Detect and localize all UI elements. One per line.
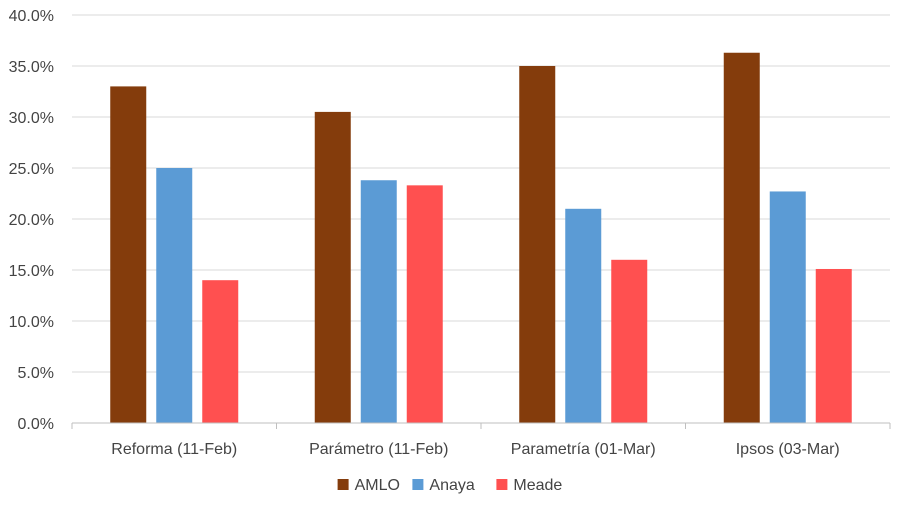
y-tick-label: 20.0% <box>9 212 54 229</box>
legend-item-anaya: Anaya <box>412 477 475 494</box>
y-tick-label: 25.0% <box>9 161 54 178</box>
bar-meade <box>815 268 852 423</box>
bar-anaya <box>565 208 602 423</box>
legend-swatch <box>412 479 424 490</box>
x-tick-label: Parametría (01-Mar) <box>511 441 656 458</box>
bar-anaya <box>156 168 193 423</box>
y-tick-label: 30.0% <box>9 110 54 127</box>
bar-anaya <box>769 191 806 423</box>
y-tick-label: 35.0% <box>9 59 54 76</box>
x-axis-tick-labels: Reforma (11-Feb) Parámetro (11-Feb) Parame… <box>111 441 840 458</box>
legend: AMLO Anaya Meade <box>337 477 562 494</box>
bar-anaya <box>360 180 397 423</box>
legend-label: AMLO <box>355 477 400 494</box>
legend-item-meade: Meade <box>496 477 562 494</box>
x-axis <box>71 422 891 429</box>
y-tick-label: 5.0% <box>18 365 54 382</box>
legend-swatch <box>337 479 349 490</box>
y-tick-label: 40.0% <box>9 8 54 25</box>
bar-amlo <box>110 86 147 424</box>
gridlines <box>72 14 890 373</box>
bars <box>110 52 852 424</box>
bar-amlo <box>723 52 760 424</box>
bar-meade <box>406 185 443 423</box>
bar-amlo <box>314 111 351 424</box>
y-tick-label: 10.0% <box>9 314 54 331</box>
y-tick-label: 15.0% <box>9 263 54 280</box>
x-tick-label: Reforma (11-Feb) <box>111 441 237 458</box>
legend-label: Anaya <box>429 477 474 494</box>
y-axis-tick-labels: 0.0% 5.0% 10.0% 15.0% 20.0% 25.0% 30.0% 35.0% 40… <box>9 8 54 433</box>
legend-item-amlo: AMLO <box>337 477 400 494</box>
bar-meade <box>611 259 648 423</box>
bar-amlo <box>519 66 556 423</box>
x-tick-label: Parámetro (11-Feb) <box>309 441 448 458</box>
legend-label: Meade <box>513 477 562 494</box>
y-tick-label: 0.0% <box>18 416 54 433</box>
bar-meade <box>202 280 239 423</box>
legend-swatch <box>496 479 508 490</box>
x-tick-label: Ipsos (03-Mar) <box>736 441 840 458</box>
